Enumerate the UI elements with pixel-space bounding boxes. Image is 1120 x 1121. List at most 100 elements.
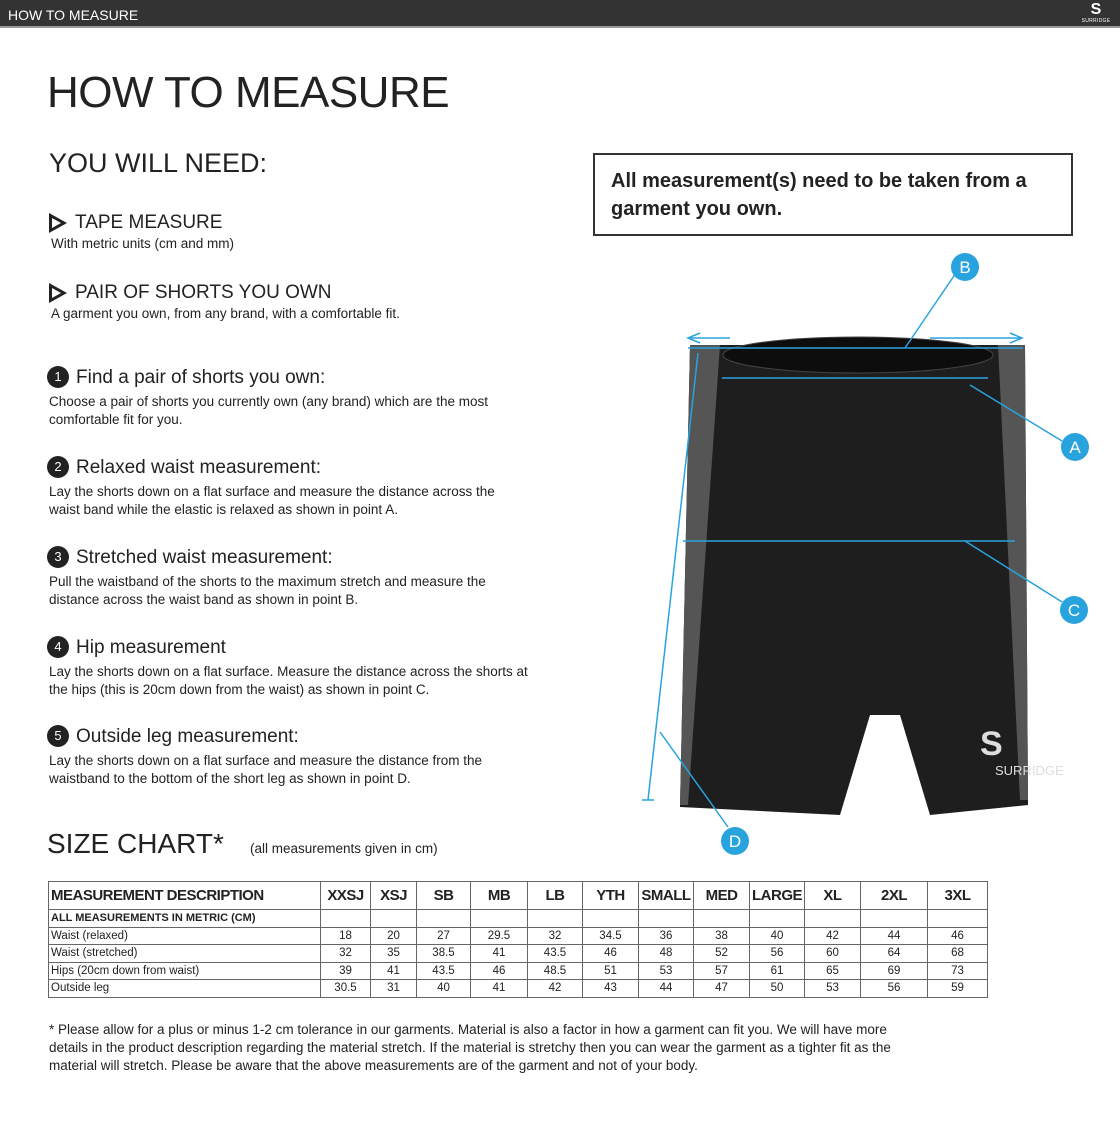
step-number: 4 (47, 636, 69, 658)
table-cell: 34.5 (582, 926, 639, 945)
table-cell: 41 (470, 944, 528, 963)
column-header: LARGE (749, 881, 805, 910)
table-cell: 42 (527, 979, 583, 998)
column-header: YTH (582, 881, 639, 910)
empty-cell (749, 909, 805, 928)
table-cell: 46 (582, 944, 639, 963)
shorts-brand: SURRIDGE (995, 763, 1064, 778)
table-cell: 43.5 (416, 961, 471, 980)
footnote: * Please allow for a plus or minus 1-2 c… (49, 1022, 891, 1073)
step-desc: Lay the shorts down on a flat surface an… (49, 753, 482, 786)
table-cell: 53 (638, 961, 694, 980)
table-cell: 56 (860, 979, 928, 998)
shorts-waistband (722, 336, 994, 374)
table-cell: 65 (804, 961, 861, 980)
table-cell: 41 (470, 979, 528, 998)
column-header: SB (416, 881, 471, 910)
table-row: Waist (relaxed) 18 20 27 29.5 32 34.5 36 38 40 42 4… (48, 926, 988, 945)
you-will-need-heading: YOU WILL NEED: (49, 148, 268, 178)
shorts-diagram: SURRIDGE S B A C D (642, 253, 1089, 855)
table-cell: 18 (320, 926, 371, 945)
table-cell: 42 (804, 926, 861, 945)
play-triangle-icon (49, 282, 67, 303)
step-title: Find a pair of shorts you own: (76, 367, 326, 388)
need-item-label: TAPE MEASURE (75, 212, 223, 233)
step-number: 3 (47, 546, 69, 568)
empty-cell (527, 909, 583, 928)
table-cell: 47 (693, 979, 750, 998)
table-cell: 52 (693, 944, 750, 963)
column-header: XL (804, 881, 861, 910)
step-number: 1 (47, 366, 69, 388)
column-header: XSJ (370, 881, 417, 910)
row-label: Hips (20cm down from waist) (48, 961, 321, 980)
step-desc: Lay the shorts down on a flat surface. M… (49, 664, 528, 697)
table-row: Outside leg 30.5 31 40 41 42 43 44 47 50 53 56 59 (48, 979, 988, 998)
shorts-body (680, 345, 1028, 815)
table-cell: 46 (470, 961, 528, 980)
empty-cell (804, 909, 861, 928)
metric-subheader: ALL MEASUREMENTS IN METRIC (CM) (48, 909, 321, 928)
empty-cell (860, 909, 928, 928)
label-c-marker (1060, 596, 1088, 624)
table-cell: 48 (638, 944, 694, 963)
table-row: Hips (20cm down from waist) 39 41 43.5 46 48.… (48, 961, 988, 980)
table-cell: 43 (582, 979, 639, 998)
shorts-side-panel (680, 345, 1028, 805)
label-b: B (959, 258, 970, 277)
surridge-logo: S SURRIDGE (1081, 1, 1111, 25)
empty-cell (638, 909, 694, 928)
top-bar-title: HOW TO MEASURE (8, 7, 139, 23)
size-chart-title: SIZE CHART* (47, 828, 224, 859)
page-title: HOW TO MEASURE (47, 68, 450, 117)
table-cell: 32 (320, 944, 371, 963)
step-desc: Lay the shorts down on a flat surface an… (49, 484, 495, 517)
column-header: SMALL (638, 881, 694, 910)
table-cell: 38.5 (416, 944, 471, 963)
column-header: LB (527, 881, 583, 910)
table-cell: 51 (582, 961, 639, 980)
table-cell: 30.5 (320, 979, 371, 998)
table-cell: 40 (749, 926, 805, 945)
table-cell: 68 (927, 944, 988, 963)
table-cell: 50 (749, 979, 805, 998)
step-title: Relaxed waist measurement: (76, 457, 321, 478)
size-chart-table: MEASUREMENT DESCRIPTION XXSJ XSJ SB MB LB YTH S… (48, 881, 988, 998)
table-cell: 29.5 (470, 926, 528, 945)
table-cell: 60 (804, 944, 861, 963)
need-item-desc: With metric units (cm and mm) (51, 236, 235, 251)
size-chart-note: (all measurements given in cm) (250, 841, 438, 856)
label-c: C (1068, 601, 1080, 620)
column-header: MEASUREMENT DESCRIPTION (48, 881, 321, 910)
table-subheader-row: ALL MEASUREMENTS IN METRIC (CM) (48, 909, 988, 928)
empty-cell (370, 909, 417, 928)
table-cell: 48.5 (527, 961, 583, 980)
table-cell: 40 (416, 979, 471, 998)
table-cell: 73 (927, 961, 988, 980)
table-cell: 36 (638, 926, 694, 945)
table-cell: 57 (693, 961, 750, 980)
empty-cell (320, 909, 371, 928)
column-header: MED (693, 881, 750, 910)
table-cell: 44 (860, 926, 928, 945)
label-b-marker (951, 253, 979, 281)
step-3: 3 Stretched waist measurement: Pull the wa… (47, 546, 519, 609)
step-2: 2 Relaxed waist measurement: Lay the short… (47, 456, 499, 519)
table-cell: 38 (693, 926, 750, 945)
step-5: 5 Outside leg measurement: Lay the shorts … (47, 725, 489, 788)
need-item-desc: A garment you own, from any brand, with … (51, 306, 400, 321)
step-1: 1 Find a pair of shorts you own: Choose a … (47, 366, 519, 429)
table-cell: 41 (370, 961, 417, 980)
column-header: MB (470, 881, 528, 910)
table-cell: 20 (370, 926, 417, 945)
row-label: Outside leg (48, 979, 321, 998)
table-cell: 35 (370, 944, 417, 963)
step-number: 5 (47, 725, 69, 747)
label-a-marker (1061, 433, 1089, 461)
measure-line-d (647, 352, 699, 801)
table-cell: 61 (749, 961, 805, 980)
table-row: Waist (stretched) 32 35 38.5 41 43.5 46 48 52 56 6… (48, 944, 988, 963)
empty-cell (416, 909, 471, 928)
table-cell: 64 (860, 944, 928, 963)
need-item-label: PAIR OF SHORTS YOU OWN (75, 282, 332, 303)
